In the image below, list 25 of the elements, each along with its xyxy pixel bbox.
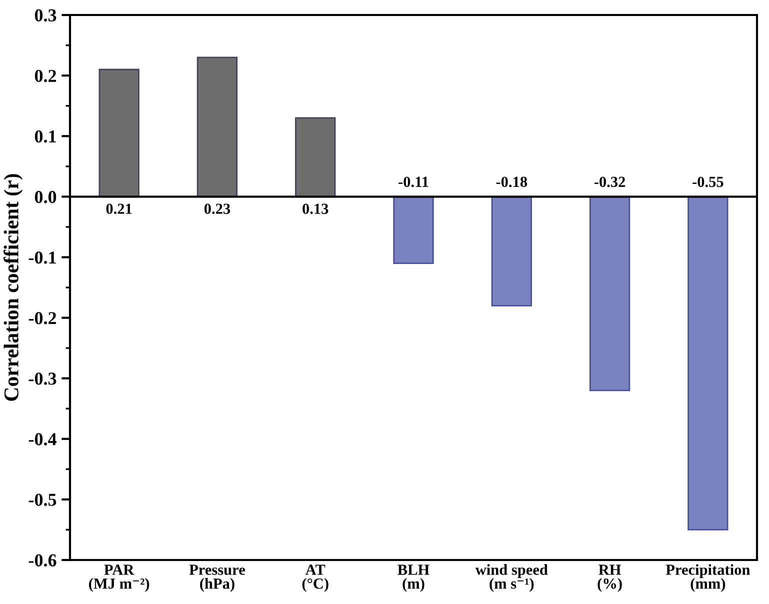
x-tick-label: wind speed (m s⁻¹) (475, 564, 548, 592)
x-tick-label: RH (%) (598, 564, 622, 592)
data-label: -0.18 (496, 176, 528, 188)
x-tick-label: AT (°C) (302, 564, 328, 592)
x-tick-label: Pressure (hPa) (189, 564, 245, 592)
y-tick-label: -0.6 (28, 554, 56, 567)
data-label: -0.32 (594, 176, 626, 188)
data-label: -0.55 (692, 176, 724, 188)
y-tick-label: -0.5 (28, 494, 56, 506)
x-tick-label: PAR (MJ m⁻²) (89, 564, 150, 592)
x-tick-label: BLH (m) (398, 564, 430, 592)
x-tick-label: Precipitation (mm) (666, 564, 750, 592)
y-tick-label: 0.3 (34, 9, 56, 22)
y-tick-label: -0.1 (28, 251, 56, 264)
data-label: 0.21 (106, 204, 132, 214)
y-tick-label: 0.0 (34, 190, 56, 204)
y-tick-label: 0.2 (34, 70, 56, 82)
y-tick-label: 0.1 (34, 130, 56, 143)
data-label: 0.23 (204, 204, 230, 214)
y-tick-label: -0.2 (28, 312, 56, 324)
y-tick-label: -0.4 (28, 433, 56, 446)
data-label: -0.11 (398, 176, 428, 188)
y-axis-title: Correlation coefficient (r) (4, 174, 23, 401)
data-label: 0.13 (302, 204, 328, 214)
y-tick-label: -0.3 (28, 372, 56, 385)
